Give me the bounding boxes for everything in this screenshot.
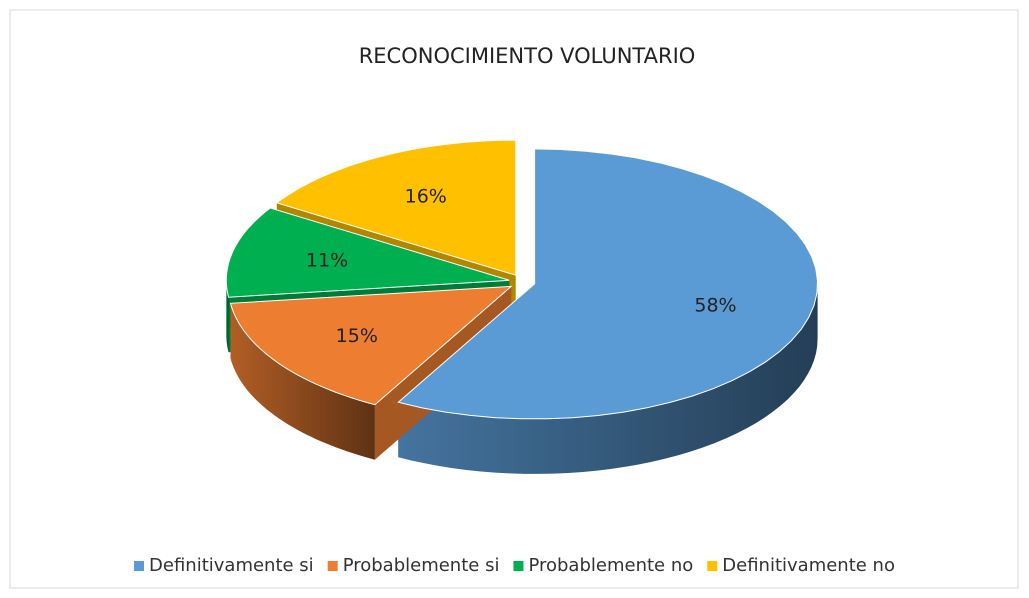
slice-wall [226,280,229,353]
legend: Definitivamente si Probablemente si Probab… [134,555,895,576]
slice [275,139,517,276]
legend-label: Probablemente no [528,555,693,576]
legend-swatch [513,561,524,571]
slice [229,285,513,406]
data-label: 16% [405,186,447,208]
data-label: 15% [336,325,378,347]
slice-wall [398,283,818,474]
legend-swatch [707,561,718,571]
slice [397,148,819,420]
legend-swatch [327,561,338,571]
chart-title: RECONOCIMIENTO VOLUNTARIO [359,44,696,68]
legend-swatch [134,561,145,571]
legend-label: Definitivamente no [722,555,895,576]
data-label: 11% [306,249,348,271]
slice [225,207,510,298]
legend-label: Probablemente si [343,555,500,576]
slice-wall [230,303,375,460]
data-label: 58% [694,295,736,317]
legend-label: Definitivamente si [149,555,314,576]
